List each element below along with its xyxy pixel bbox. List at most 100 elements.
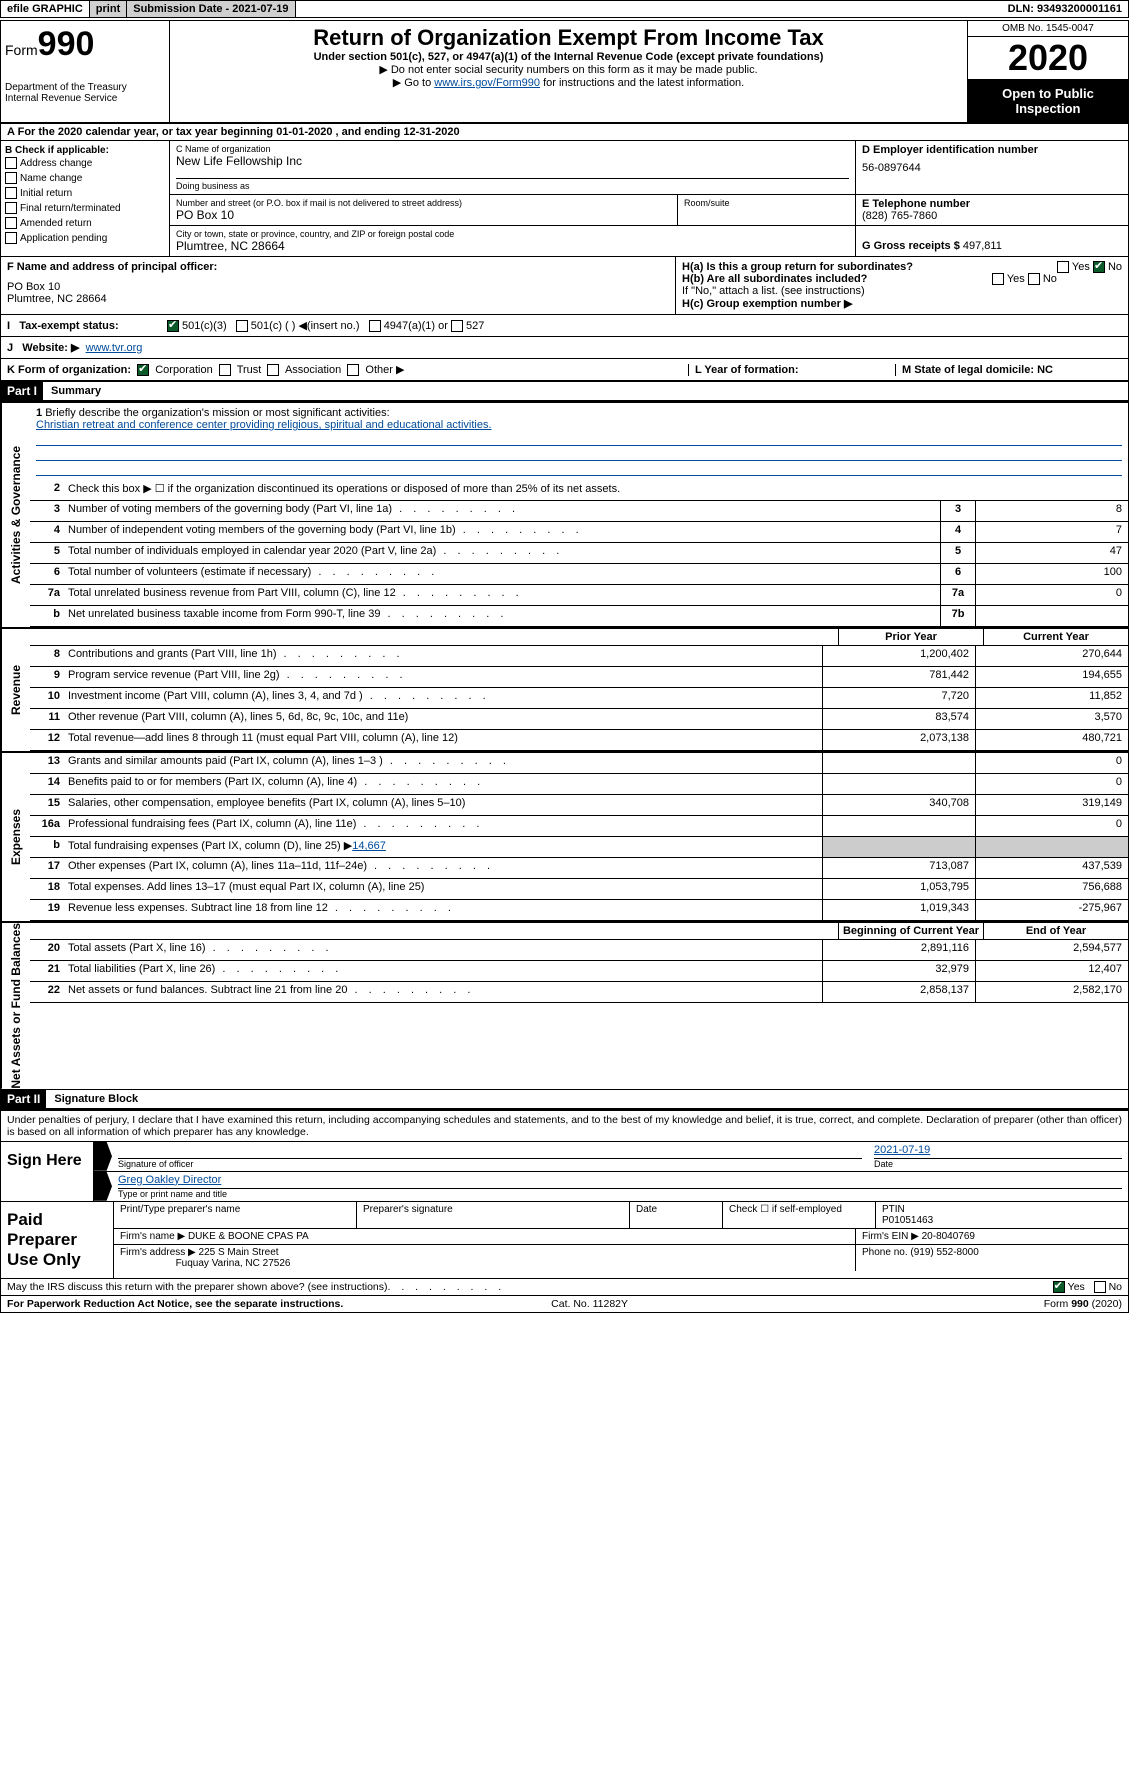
discuss-row: May the IRS discuss this return with the…: [1, 1279, 1128, 1296]
mission-text: Christian retreat and conference center …: [36, 419, 492, 431]
form-subtitle: Under section 501(c), 527, or 4947(a)(1)…: [174, 51, 963, 63]
signature-date-cell: 2021-07-19 Date: [868, 1142, 1128, 1171]
r17p: 713,087: [822, 858, 975, 878]
r11c: 3,570: [975, 709, 1128, 729]
preparer-name-hdr: Print/Type preparer's name: [114, 1202, 357, 1228]
r20p: 2,891,116: [822, 940, 975, 960]
gross-receipts-cell: G Gross receipts $ 497,811: [855, 226, 1128, 256]
r8p: 1,200,402: [822, 646, 975, 666]
paperwork-notice: For Paperwork Reduction Act Notice, see …: [7, 1298, 343, 1310]
chk-initial-return[interactable]: Initial return: [5, 186, 165, 201]
r15c: 319,149: [975, 795, 1128, 815]
firm-phone-cell: Phone no. (919) 552-8000: [856, 1245, 1128, 1271]
r16c: 0: [975, 816, 1128, 836]
chk-application-pending[interactable]: Application pending: [5, 231, 165, 246]
line-18: 18Total expenses. Add lines 13–17 (must …: [30, 879, 1128, 900]
line-13: 13Grants and similar amounts paid (Part …: [30, 753, 1128, 774]
line-15: 15Salaries, other compensation, employee…: [30, 795, 1128, 816]
ssn-note: Do not enter social security numbers on …: [174, 63, 963, 76]
chk-501c3[interactable]: [167, 320, 179, 332]
r12p: 2,073,138: [822, 730, 975, 750]
val-6: 100: [975, 564, 1128, 584]
chk-address-change[interactable]: Address change: [5, 156, 165, 171]
col-b-title: B Check if applicable:: [5, 145, 165, 156]
org-name: New Life Fellowship Inc: [176, 154, 849, 168]
prior-year-hdr: Prior Year: [838, 629, 983, 645]
line-6: 6Total number of volunteers (estimate if…: [30, 564, 1128, 585]
city-value: Plumtree, NC 28664: [176, 239, 849, 253]
part2-title: Signature Block: [46, 1091, 146, 1107]
h-c: H(c) Group exemption number ▶: [682, 297, 1122, 310]
line-21: 21Total liabilities (Part X, line 26) 32…: [30, 961, 1128, 982]
line-2: 2Check this box ▶ ☐ if the organization …: [30, 480, 1128, 501]
vtab-revenue: Revenue: [1, 629, 30, 751]
ein-value: 56-0897644: [862, 162, 1122, 174]
discuss-yes[interactable]: [1053, 1281, 1065, 1293]
line-20: 20Total assets (Part X, line 16) 2,891,1…: [30, 940, 1128, 961]
line-14: 14Benefits paid to or for members (Part …: [30, 774, 1128, 795]
discuss-no[interactable]: [1094, 1281, 1106, 1293]
ptin-value: P01051463: [882, 1215, 1122, 1226]
k-org-row: K Form of organization: Corporation Trus…: [1, 359, 1128, 381]
efile-topbar: efile GRAPHIC print Submission Date - 20…: [0, 0, 1129, 18]
vtab-governance: Activities & Governance: [1, 403, 30, 627]
h-a: H(a) Is this a group return for subordin…: [682, 261, 1122, 273]
ptin-cell: PTIN P01051463: [876, 1202, 1128, 1228]
submission-date-button[interactable]: Submission Date - 2021-07-19: [127, 1, 295, 17]
sign-here-grid: Sign Here Signature of officer 2021-07-1…: [1, 1141, 1128, 1202]
form-990-logo: Form990: [5, 25, 165, 64]
line-7a: 7aTotal unrelated business revenue from …: [30, 585, 1128, 606]
line-10: 10Investment income (Part VIII, column (…: [30, 688, 1128, 709]
r22c: 2,582,170: [975, 982, 1128, 1002]
dept-treasury: Department of the Treasury: [5, 82, 165, 93]
officer-name-cell: Greg Oakley Director Type or print name …: [112, 1172, 1128, 1201]
preparer-date-hdr: Date: [630, 1202, 723, 1228]
r9c: 194,655: [975, 667, 1128, 687]
line-22: 22Net assets or fund balances. Subtract …: [30, 982, 1128, 1003]
website-row: J Website: ▶ www.tvr.org: [1, 337, 1128, 359]
r8c: 270,644: [975, 646, 1128, 666]
header-right: OMB No. 1545-0047 2020 Open to Public In…: [967, 21, 1128, 122]
chk-other[interactable]: [347, 364, 359, 376]
tax-exempt-row: I Tax-exempt status: 501(c)(3) 501(c) ( …: [1, 315, 1128, 337]
open-public-badge: Open to Public Inspection: [968, 80, 1128, 122]
r18p: 1,053,795: [822, 879, 975, 899]
entity-block: B Check if applicable: Address change Na…: [1, 141, 1128, 257]
val-3: 8: [975, 501, 1128, 521]
chk-527[interactable]: [451, 320, 463, 332]
street-cell: Number and street (or P.O. box if mail i…: [170, 195, 677, 225]
chk-final-return[interactable]: Final return/terminated: [5, 201, 165, 216]
print-button[interactable]: print: [90, 1, 127, 17]
room-cell: Room/suite: [677, 195, 855, 225]
part2-header: Part II Signature Block: [1, 1089, 1128, 1109]
chk-association[interactable]: [267, 364, 279, 376]
fundraising-link[interactable]: 14,667: [352, 840, 386, 852]
r14c: 0: [975, 774, 1128, 794]
website-link[interactable]: www.tvr.org: [86, 342, 143, 354]
vtab-expenses: Expenses: [1, 753, 30, 921]
part1-tag: Part I: [1, 382, 43, 400]
r20c: 2,594,577: [975, 940, 1128, 960]
r17c: 437,539: [975, 858, 1128, 878]
paid-preparer-grid: Paid Preparer Use Only Print/Type prepar…: [1, 1202, 1128, 1279]
chk-4947[interactable]: [369, 320, 381, 332]
r9p: 781,442: [822, 667, 975, 687]
col-b-checkboxes: B Check if applicable: Address change Na…: [1, 141, 170, 256]
netassets-col-header: Beginning of Current Year End of Year: [30, 923, 1128, 940]
dln-label: DLN: 93493200001161: [1002, 1, 1128, 17]
chk-501c[interactable]: [236, 320, 248, 332]
section-governance: Activities & Governance 1 Briefly descri…: [1, 401, 1128, 627]
chk-name-change[interactable]: Name change: [5, 171, 165, 186]
revenue-col-header: Prior Year Current Year: [30, 629, 1128, 646]
line-3: 3Number of voting members of the governi…: [30, 501, 1128, 522]
vtab-netassets: Net Assets or Fund Balances: [1, 923, 30, 1089]
irs-form990-link[interactable]: www.irs.gov/Form990: [434, 77, 540, 89]
perjury-text: Under penalties of perjury, I declare th…: [1, 1111, 1128, 1141]
val-7a: 0: [975, 585, 1128, 605]
r11p: 83,574: [822, 709, 975, 729]
chk-corporation[interactable]: [137, 364, 149, 376]
r21c: 12,407: [975, 961, 1128, 981]
chk-trust[interactable]: [219, 364, 231, 376]
section-expenses: Expenses 13Grants and similar amounts pa…: [1, 751, 1128, 921]
chk-amended-return[interactable]: Amended return: [5, 216, 165, 231]
